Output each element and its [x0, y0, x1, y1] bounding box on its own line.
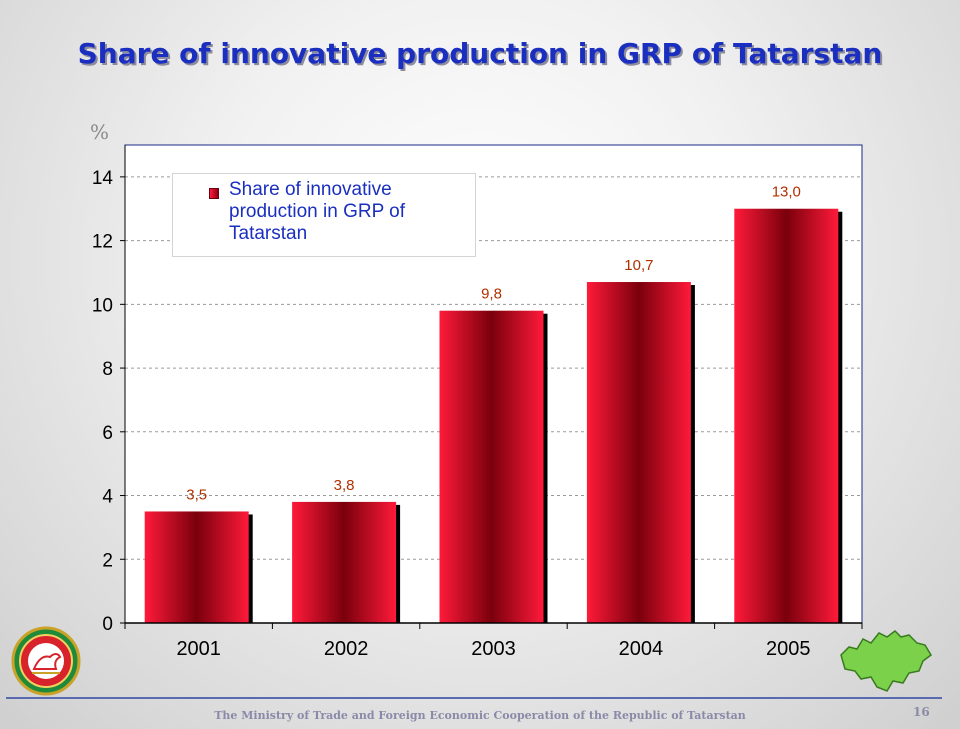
x-tick-label: 2002	[324, 638, 369, 660]
data-label: 9,8	[481, 286, 502, 303]
y-unit-label: %	[90, 120, 110, 144]
footer-ministry-text: The Ministry of Trade and Foreign Econom…	[214, 709, 746, 722]
x-tick-label: 2003	[471, 638, 516, 660]
tatarstan-map-icon	[840, 630, 932, 692]
x-tick-label: 2004	[619, 638, 664, 660]
y-tick-label: 0	[102, 614, 113, 635]
bar	[144, 511, 249, 623]
footer-divider	[6, 697, 942, 699]
y-tick-label: 10	[92, 295, 113, 316]
y-tick-label: 6	[102, 423, 113, 444]
y-tick-label: 14	[92, 168, 114, 189]
page-number: 16	[913, 705, 930, 719]
data-label: 3,8	[334, 477, 355, 494]
y-tick-label: 2	[102, 550, 113, 571]
bar	[586, 282, 691, 623]
chart-title: Share of innovative production in GRP of…	[77, 37, 883, 70]
y-tick-label: 4	[102, 487, 113, 508]
data-label: 3,5	[186, 486, 207, 503]
bar	[292, 501, 397, 623]
x-tick-label: 2005	[766, 638, 811, 660]
legend-swatch	[209, 188, 219, 199]
legend-label: Share of innovative production in GRP of…	[229, 179, 406, 244]
data-label: 10,7	[624, 257, 653, 274]
data-label: 13,0	[772, 184, 801, 201]
tatarstan-emblem-icon	[11, 626, 81, 696]
chart-legend: Share of innovative production in GRP of…	[172, 173, 476, 257]
y-tick-label: 12	[92, 232, 113, 253]
x-tick-label: 2001	[176, 638, 221, 660]
bar	[734, 208, 839, 623]
bar	[439, 310, 544, 623]
y-tick-label: 8	[102, 359, 113, 380]
